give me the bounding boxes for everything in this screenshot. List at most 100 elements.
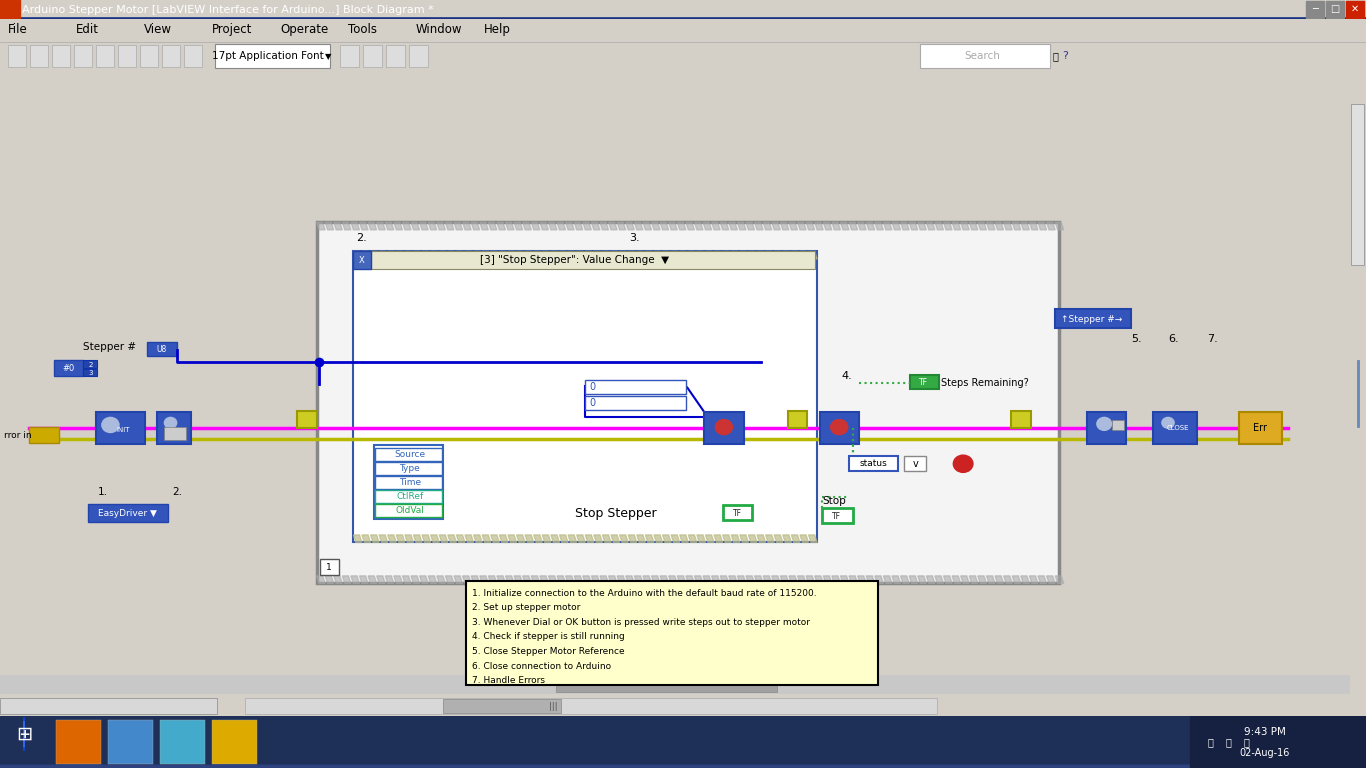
Polygon shape: [652, 222, 660, 230]
Polygon shape: [663, 251, 671, 259]
Polygon shape: [419, 222, 428, 230]
Polygon shape: [669, 576, 678, 584]
Bar: [0, 766, 1366, 767]
Polygon shape: [576, 251, 585, 259]
Polygon shape: [354, 251, 362, 259]
Bar: [443, 700, 561, 713]
Bar: [376, 462, 441, 475]
Polygon shape: [660, 576, 669, 584]
Polygon shape: [978, 222, 986, 230]
Polygon shape: [508, 251, 516, 259]
Polygon shape: [723, 535, 731, 542]
Polygon shape: [757, 535, 765, 542]
Text: ⊞: ⊞: [16, 724, 33, 743]
Bar: [139, 45, 158, 67]
Polygon shape: [456, 535, 464, 542]
Polygon shape: [892, 222, 900, 230]
Polygon shape: [738, 576, 746, 584]
Polygon shape: [550, 535, 560, 542]
Polygon shape: [591, 222, 600, 230]
Bar: [0, 766, 1366, 767]
Polygon shape: [652, 576, 660, 584]
Bar: [1190, 716, 1366, 768]
Polygon shape: [678, 222, 686, 230]
Polygon shape: [780, 576, 790, 584]
Polygon shape: [798, 222, 806, 230]
Polygon shape: [926, 222, 934, 230]
Text: CtlRef: CtlRef: [396, 492, 423, 501]
Text: Time: Time: [399, 478, 421, 487]
Polygon shape: [1004, 222, 1012, 230]
Bar: [376, 504, 441, 517]
Polygon shape: [806, 576, 814, 584]
Text: View: View: [143, 24, 172, 36]
Polygon shape: [380, 535, 388, 542]
Polygon shape: [585, 535, 594, 542]
Polygon shape: [620, 535, 628, 542]
Polygon shape: [714, 251, 723, 259]
Text: Window: Window: [417, 24, 463, 36]
Polygon shape: [362, 535, 370, 542]
Polygon shape: [840, 222, 850, 230]
Polygon shape: [720, 576, 729, 584]
Polygon shape: [814, 222, 824, 230]
Polygon shape: [534, 251, 542, 259]
Polygon shape: [422, 535, 430, 542]
Polygon shape: [637, 251, 645, 259]
Text: Edit: Edit: [76, 24, 98, 36]
Polygon shape: [884, 576, 892, 584]
Circle shape: [164, 418, 176, 429]
Polygon shape: [934, 222, 944, 230]
Bar: [164, 427, 187, 440]
Text: Stop: Stop: [822, 496, 846, 506]
Circle shape: [1097, 418, 1112, 430]
Polygon shape: [637, 535, 645, 542]
Polygon shape: [482, 535, 490, 542]
Polygon shape: [1004, 576, 1012, 584]
Polygon shape: [525, 535, 534, 542]
Polygon shape: [611, 535, 620, 542]
Polygon shape: [454, 222, 463, 230]
Polygon shape: [643, 222, 652, 230]
Text: 9:43 PM: 9:43 PM: [1244, 727, 1285, 737]
Polygon shape: [772, 576, 780, 584]
Bar: [585, 379, 686, 394]
Polygon shape: [428, 576, 437, 584]
Polygon shape: [393, 222, 403, 230]
Polygon shape: [500, 251, 508, 259]
Polygon shape: [404, 251, 414, 259]
Polygon shape: [628, 251, 637, 259]
Polygon shape: [634, 222, 643, 230]
Polygon shape: [705, 251, 714, 259]
Polygon shape: [568, 251, 576, 259]
Polygon shape: [688, 535, 697, 542]
Bar: [723, 505, 753, 520]
Polygon shape: [445, 576, 454, 584]
Text: Source: Source: [395, 449, 425, 458]
Bar: [910, 376, 938, 389]
Polygon shape: [448, 251, 456, 259]
Polygon shape: [490, 535, 500, 542]
Polygon shape: [645, 251, 654, 259]
Bar: [0, 766, 1366, 767]
Text: 02-Aug-16: 02-Aug-16: [1240, 748, 1291, 758]
Polygon shape: [900, 222, 910, 230]
Bar: [96, 45, 113, 67]
Bar: [1306, 1, 1324, 18]
Bar: [55, 360, 83, 376]
Polygon shape: [583, 222, 591, 230]
Text: ─: ─: [1313, 4, 1318, 15]
Bar: [408, 45, 428, 67]
Bar: [317, 222, 1059, 584]
Text: OldVal: OldVal: [395, 505, 425, 515]
Polygon shape: [1046, 222, 1055, 230]
Polygon shape: [359, 222, 367, 230]
Polygon shape: [585, 251, 594, 259]
Polygon shape: [791, 535, 800, 542]
Text: Type: Type: [399, 464, 421, 472]
Text: 7. Handle Errors: 7. Handle Errors: [473, 676, 545, 685]
Polygon shape: [703, 222, 712, 230]
Polygon shape: [944, 222, 952, 230]
Bar: [0, 766, 1366, 767]
Text: |||: |||: [549, 702, 557, 710]
